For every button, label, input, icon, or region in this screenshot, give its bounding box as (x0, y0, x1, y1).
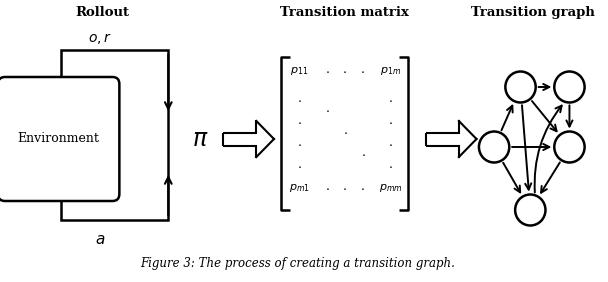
Text: $\cdot$: $\cdot$ (361, 147, 365, 160)
Text: $\cdot$: $\cdot$ (297, 138, 302, 151)
Circle shape (554, 131, 585, 162)
Text: $\cdot$: $\cdot$ (388, 94, 393, 107)
Circle shape (505, 72, 536, 102)
FancyBboxPatch shape (0, 77, 119, 201)
Text: $o, r$: $o, r$ (88, 32, 112, 47)
Circle shape (515, 195, 545, 226)
Text: $\cdot$: $\cdot$ (388, 160, 393, 173)
Text: $p_{11}$: $p_{11}$ (290, 65, 308, 77)
Bar (61, 50, 168, 220)
Text: Transition matrix: Transition matrix (280, 6, 409, 19)
Text: $\cdot$: $\cdot$ (343, 125, 348, 138)
Text: $\cdot$: $\cdot$ (325, 182, 330, 195)
Text: $\cdot$: $\cdot$ (360, 65, 364, 78)
Circle shape (554, 72, 585, 102)
Text: Figure 3: The process of creating a transition graph.: Figure 3: The process of creating a tran… (140, 257, 455, 270)
Text: $\cdot$: $\cdot$ (297, 94, 302, 107)
Text: $\cdot$: $\cdot$ (325, 103, 330, 116)
Text: $p_{m1}$: $p_{m1}$ (289, 182, 310, 194)
Text: $\cdot$: $\cdot$ (342, 182, 347, 195)
Text: $\pi$: $\pi$ (192, 127, 209, 151)
Text: $\cdot$: $\cdot$ (388, 116, 393, 129)
Text: $\cdot$: $\cdot$ (360, 182, 364, 195)
Text: $p_{1m}$: $p_{1m}$ (380, 65, 401, 77)
Text: $\cdot$: $\cdot$ (297, 160, 302, 173)
Text: Transition graph: Transition graph (471, 6, 595, 19)
Text: $a$: $a$ (95, 233, 105, 247)
Text: $\cdot$: $\cdot$ (388, 138, 393, 151)
Text: Environment: Environment (18, 133, 100, 146)
Text: $p_{mm}$: $p_{mm}$ (379, 182, 402, 194)
Text: Rollout: Rollout (76, 6, 130, 19)
Text: $\cdot$: $\cdot$ (325, 65, 330, 78)
Text: $\cdot$: $\cdot$ (342, 65, 347, 78)
Circle shape (479, 131, 510, 162)
Text: $\cdot$: $\cdot$ (297, 116, 302, 129)
